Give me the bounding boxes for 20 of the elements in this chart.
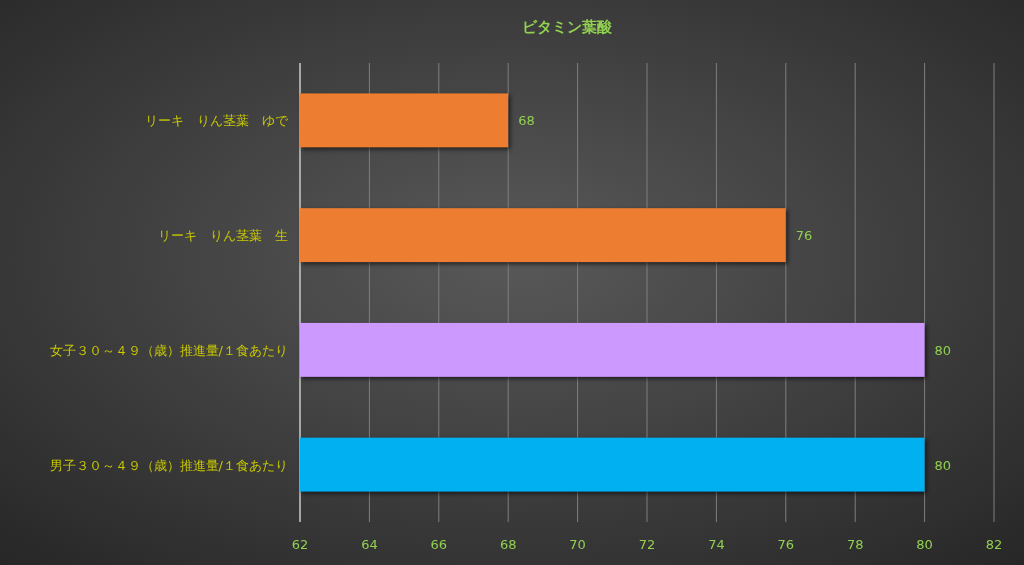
data-label: 68 — [518, 113, 535, 129]
data-label: 80 — [934, 342, 952, 358]
y-tick-label: 女子３０～４９（歳）推進量/１食あたり — [49, 342, 288, 358]
y-tick-label: リーキ りん茎葉 ゆで — [145, 113, 289, 129]
y-tick-label: 男子３０～４９（歳）推進量/１食あたり — [49, 457, 288, 473]
x-tick-label: 68 — [499, 537, 517, 552]
x-tick-label: 80 — [916, 537, 933, 552]
x-tick-label: 64 — [361, 537, 378, 552]
x-tick-label: 72 — [638, 537, 656, 552]
x-tick-label: 82 — [985, 537, 1003, 552]
x-tick-label: 78 — [846, 537, 864, 552]
x-tick-label: 62 — [291, 537, 309, 552]
x-tick-label: 76 — [777, 537, 795, 552]
y-tick-label: リーキ りん茎葉 生 — [158, 228, 288, 244]
chart-title: ビタミン葉酸 — [522, 18, 613, 36]
x-tick-label: 66 — [430, 537, 448, 552]
data-label: 76 — [795, 228, 813, 244]
data-label: 80 — [934, 457, 952, 473]
x-tick-label: 70 — [569, 537, 586, 552]
x-tick-label: 74 — [708, 537, 725, 552]
